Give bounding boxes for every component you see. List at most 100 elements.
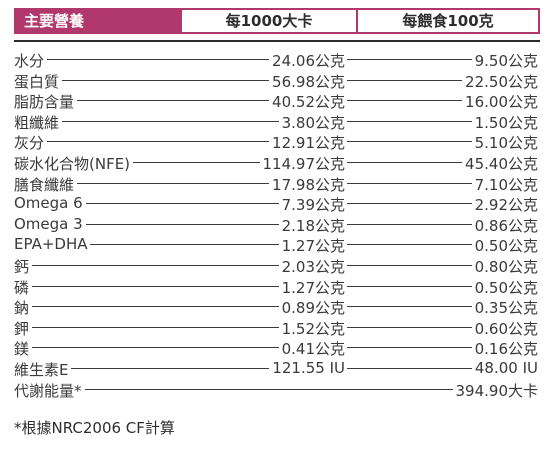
value-per-100g: 0.60公克 <box>471 317 540 339</box>
value-per-1000kcal: 1.27公克 <box>278 276 347 298</box>
leader-line <box>14 182 347 184</box>
table-header: 主要營養 每1000大卡 每餵食100克 <box>14 8 540 34</box>
nutrient-row: 水分 24.06公克 9.50公克 <box>14 49 540 71</box>
nutrient-row: 維生素E 121.55 IU 48.00 IU <box>14 358 540 380</box>
nutrient-label: 鈉 <box>14 297 33 319</box>
nutrient-label: Omega 6 <box>14 194 86 213</box>
nutrient-label: 磷 <box>14 276 33 298</box>
value-per-1000kcal: 121.55 IU <box>269 358 347 377</box>
value-per-100g: 0.86公克 <box>471 214 540 236</box>
leader-line <box>14 326 347 328</box>
nutrient-label: Omega 3 <box>14 214 86 233</box>
energy-value: 394.90大卡 <box>452 379 540 401</box>
leader-line <box>347 161 540 163</box>
nutrient-row: 鈣 2.03公克 0.80公克 <box>14 255 540 277</box>
header-divider <box>14 40 540 42</box>
value-per-1000kcal: 0.89公克 <box>278 297 347 319</box>
leader-line <box>347 264 540 266</box>
value-per-100g: 0.50公克 <box>471 235 540 257</box>
value-per-100g: 0.50公克 <box>471 276 540 298</box>
nutrient-row: 蛋白質 56.98公克 22.50公克 <box>14 70 540 92</box>
leader-line <box>14 120 347 122</box>
value-per-1000kcal: 17.98公克 <box>269 173 347 195</box>
leader-line <box>14 306 347 308</box>
leader-line <box>14 367 347 369</box>
value-per-1000kcal: 3.80公克 <box>278 111 347 133</box>
value-per-1000kcal: 40.52公克 <box>269 91 347 113</box>
value-per-1000kcal: 0.41公克 <box>278 338 347 360</box>
energy-row: 代謝能量* 394.90大卡 <box>14 379 540 401</box>
nutrient-label: 維生素E <box>14 358 72 380</box>
value-per-1000kcal: 1.52公克 <box>278 317 347 339</box>
leader-line <box>14 264 347 266</box>
nutrient-list: 水分 24.06公克 9.50公克蛋白質 56.98公克 22.50公克脂肪含量 40.5… <box>14 49 540 380</box>
value-per-100g: 0.80公克 <box>471 255 540 277</box>
nutrient-label: 鉀 <box>14 317 33 339</box>
leader-line <box>347 79 540 81</box>
value-per-1000kcal: 24.06公克 <box>269 50 347 71</box>
nutrient-row: 磷 1.27公克 0.50公克 <box>14 276 540 298</box>
value-per-100g: 0.16公克 <box>471 338 540 360</box>
leader-line <box>347 100 540 102</box>
energy-label: 代謝能量* <box>14 379 85 401</box>
nutrient-row: 鎂 0.41公克 0.16公克 <box>14 337 540 360</box>
leader-line <box>14 79 347 81</box>
leader-line <box>347 326 540 328</box>
leader-line <box>347 120 540 122</box>
nutrient-label: 鎂 <box>14 338 33 360</box>
value-per-100g: 5.10公克 <box>471 132 540 154</box>
leader-line <box>347 285 540 287</box>
nutrient-label: 碳水化合物(NFE) <box>14 152 134 174</box>
value-per-100g: 2.92公克 <box>471 194 540 216</box>
value-per-100g: 9.50公克 <box>471 50 540 71</box>
nutrient-row: Omega 3 2.18公克 0.86公克 <box>14 214 540 236</box>
leader-line <box>14 285 347 287</box>
value-per-1000kcal: 1.27公克 <box>278 235 347 257</box>
nutrient-row: 鈉 0.89公克 0.35公克 <box>14 296 540 319</box>
value-per-100g: 1.50公克 <box>471 111 540 133</box>
header-title: 主要營養 <box>14 8 180 34</box>
nutrient-label: 灰分 <box>14 132 48 154</box>
nutrient-label: 鈣 <box>14 255 33 277</box>
value-per-1000kcal: 56.98公克 <box>269 70 347 92</box>
nutrient-row: 粗纖維 3.80公克 1.50公克 <box>14 111 540 133</box>
value-per-100g: 7.10公克 <box>471 173 540 195</box>
leader-line <box>14 141 347 143</box>
leader-line <box>347 203 540 205</box>
leader-line <box>347 141 540 143</box>
leader-line <box>14 347 347 349</box>
leader-line <box>14 161 347 163</box>
leader-line <box>14 100 347 102</box>
value-per-1000kcal: 114.97公克 <box>259 152 347 174</box>
nutrient-row: 灰分 12.91公克 5.10公克 <box>14 131 540 154</box>
nutrient-label: 蛋白質 <box>14 70 63 92</box>
leader-line <box>14 223 347 225</box>
value-per-100g: 22.50公克 <box>462 70 540 92</box>
value-per-100g: 48.00 IU <box>471 358 540 377</box>
value-per-100g: 45.40公克 <box>462 152 540 174</box>
leader-line <box>347 59 540 60</box>
value-per-100g: 16.00公克 <box>462 91 540 113</box>
leader-line <box>347 182 540 184</box>
value-per-1000kcal: 7.39公克 <box>278 194 347 216</box>
nutrient-row: 膳食纖維 17.98公克 7.10公克 <box>14 173 540 195</box>
leader-line <box>14 59 347 60</box>
nutrient-row: 碳水化合物(NFE) 114.97公克 45.40公克 <box>14 152 540 174</box>
leader-line <box>347 367 540 369</box>
leader-line <box>347 223 540 225</box>
value-per-100g: 0.35公克 <box>471 297 540 319</box>
nutrient-label: EPA+DHA <box>14 235 91 254</box>
nutrient-label: 脂肪含量 <box>14 91 78 113</box>
nutrient-row: Omega 6 7.39公克 2.92公克 <box>14 193 540 216</box>
leader-line <box>347 306 540 308</box>
header-per-1000kcal: 每1000大卡 <box>180 8 366 34</box>
nutrient-label: 粗纖維 <box>14 111 63 133</box>
nutrient-row: 鉀 1.52公克 0.60公克 <box>14 317 540 339</box>
value-per-1000kcal: 2.03公克 <box>278 255 347 277</box>
nutrient-label: 膳食纖維 <box>14 173 78 195</box>
leader-line <box>14 388 540 390</box>
nutrient-label: 水分 <box>14 50 48 71</box>
value-per-1000kcal: 2.18公克 <box>278 214 347 236</box>
nutrient-row: EPA+DHA 1.27公克 0.50公克 <box>14 234 540 257</box>
